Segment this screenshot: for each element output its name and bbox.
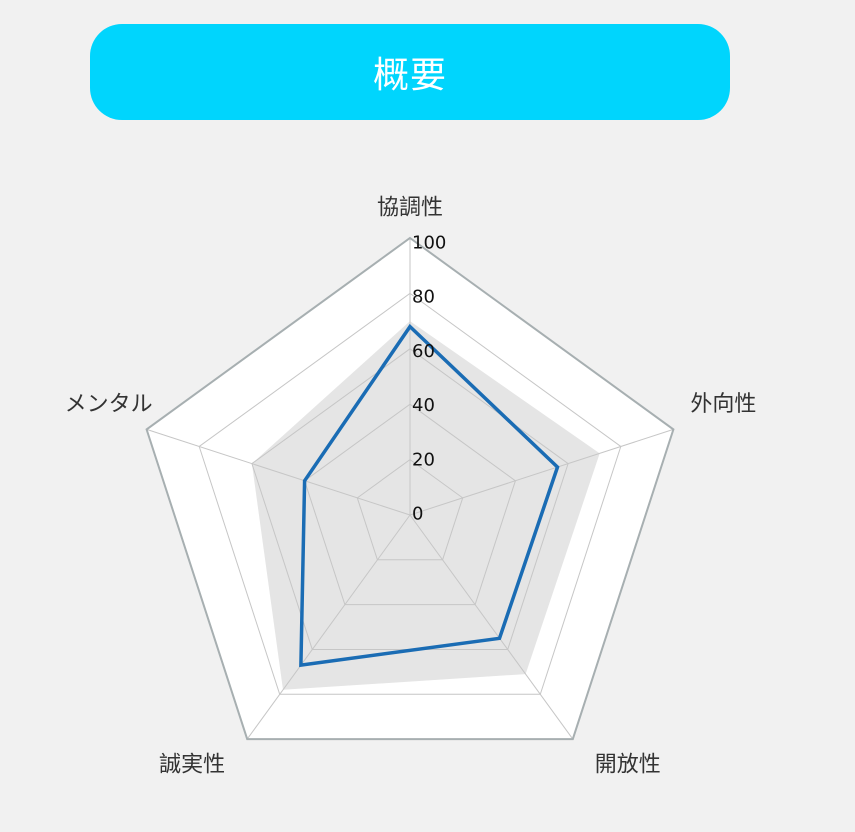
grid-ring-100 — [145, 236, 675, 741]
axis-line-1 — [409, 428, 674, 516]
category-label-2: 開放性 — [595, 753, 661, 778]
series-line-layer — [299, 323, 560, 668]
axis-line-4 — [146, 428, 411, 516]
category-label-1: 外向性 — [690, 392, 756, 417]
grid-ring-40 — [304, 403, 516, 606]
series-line-0 — [299, 323, 560, 668]
tick-label-0: 0 — [412, 504, 423, 525]
section-header-title: 概要 — [372, 55, 447, 96]
category-label-0: 協調性 — [377, 196, 443, 221]
tick-label-100: 100 — [412, 233, 446, 254]
section-header: 概要 — [90, 24, 730, 120]
grid-ring-20 — [356, 458, 464, 561]
category-label-3: 誠実性 — [159, 753, 225, 778]
tick-label-40: 40 — [412, 395, 435, 416]
tick-label-60: 60 — [412, 341, 435, 362]
axis-line-2 — [409, 514, 574, 740]
tick-label-20: 20 — [412, 449, 435, 470]
grid-layer — [145, 236, 675, 741]
tick-label-layer: 0 20 40 60 80 100 — [412, 233, 446, 525]
category-label-4: メンタル — [65, 392, 153, 417]
grid-ring-80 — [198, 292, 622, 695]
axis-line-3 — [246, 514, 411, 740]
tick-label-80: 80 — [412, 287, 435, 308]
